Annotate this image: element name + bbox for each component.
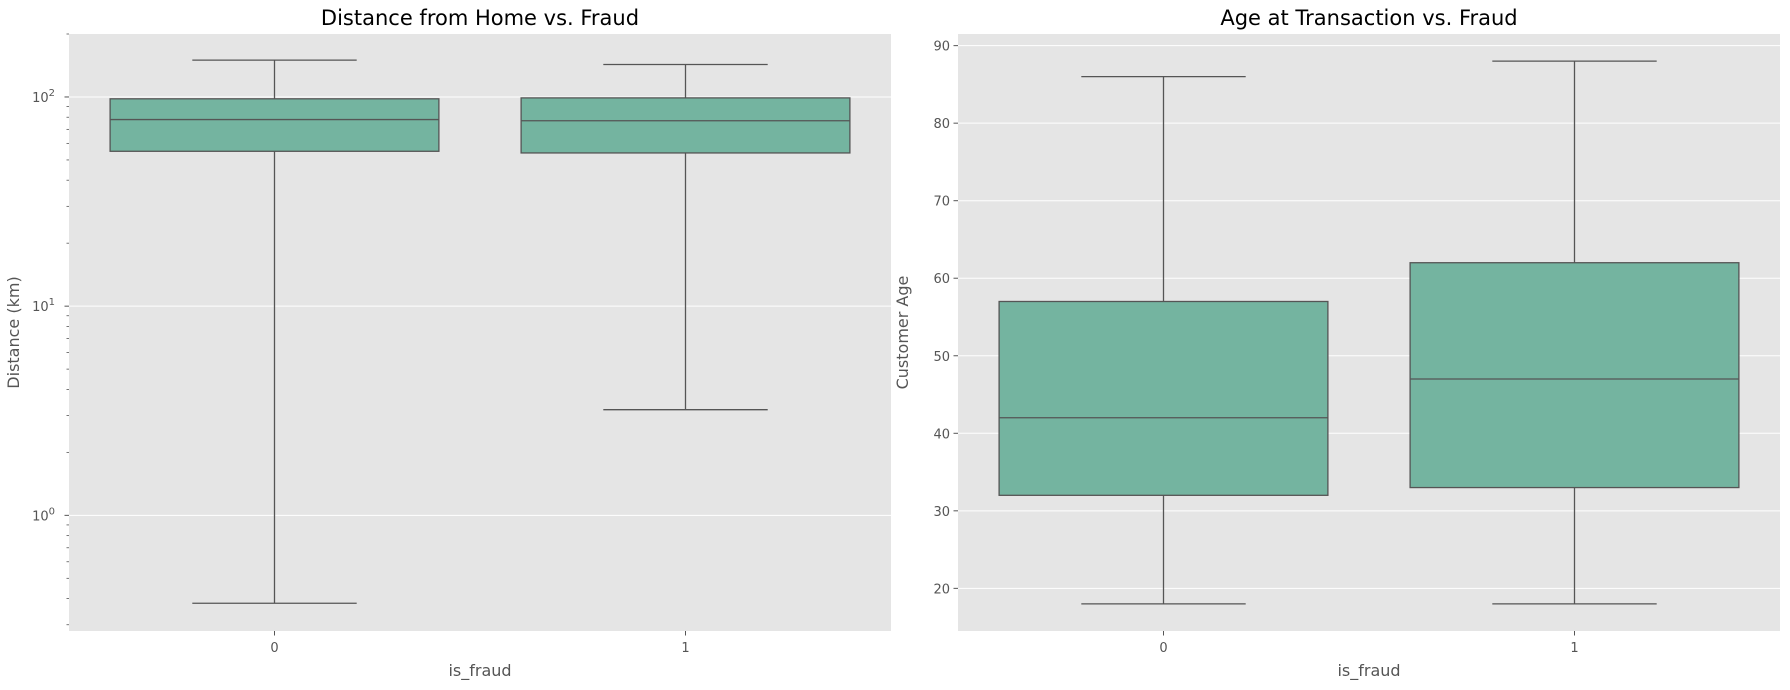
y-tick-label: 70	[933, 195, 950, 210]
y-tick-label: 40	[933, 427, 950, 442]
y-axis-label: Distance (km)	[4, 276, 23, 388]
box-1	[520, 63, 851, 411]
y-tick-label: 60	[933, 272, 950, 287]
x-tick-label: 1	[1570, 641, 1578, 656]
y-tick-label: 100	[32, 506, 55, 524]
x-tick-label: 0	[1159, 641, 1167, 656]
x-axis-label: is_fraud	[448, 661, 511, 681]
chart-title: Distance from Home vs. Fraud	[321, 6, 639, 30]
x-tick-label: 1	[681, 641, 689, 656]
x-tick-label: 0	[270, 641, 278, 656]
box-iqr	[998, 300, 1329, 496]
box-iqr	[520, 97, 851, 154]
box-1	[1409, 60, 1740, 605]
box-iqr	[1409, 262, 1740, 489]
chart-title: Age at Transaction vs. Fraud	[1220, 6, 1517, 30]
y-tick-label: 90	[933, 40, 950, 55]
box-0	[109, 59, 440, 604]
subplot-1: 100 101 102 0 1 Distance from Home vs. Fraud i…	[4, 6, 891, 681]
subplot-2: 20 30 40 50 60 70 80 90 0 1 Age at Transaction vs.…	[893, 6, 1780, 681]
y-tick-label: 102	[32, 88, 55, 106]
y-tick-label: 20	[933, 582, 950, 597]
y-tick-label: 101	[32, 297, 55, 315]
x-axis-label: is_fraud	[1337, 661, 1400, 681]
y-tick-label: 50	[933, 350, 950, 365]
y-tick-label: 80	[933, 117, 950, 132]
box-iqr	[109, 98, 440, 152]
y-axis-label: Customer Age	[893, 276, 912, 390]
y-tick-label: 30	[933, 505, 950, 520]
box-0	[998, 75, 1329, 605]
